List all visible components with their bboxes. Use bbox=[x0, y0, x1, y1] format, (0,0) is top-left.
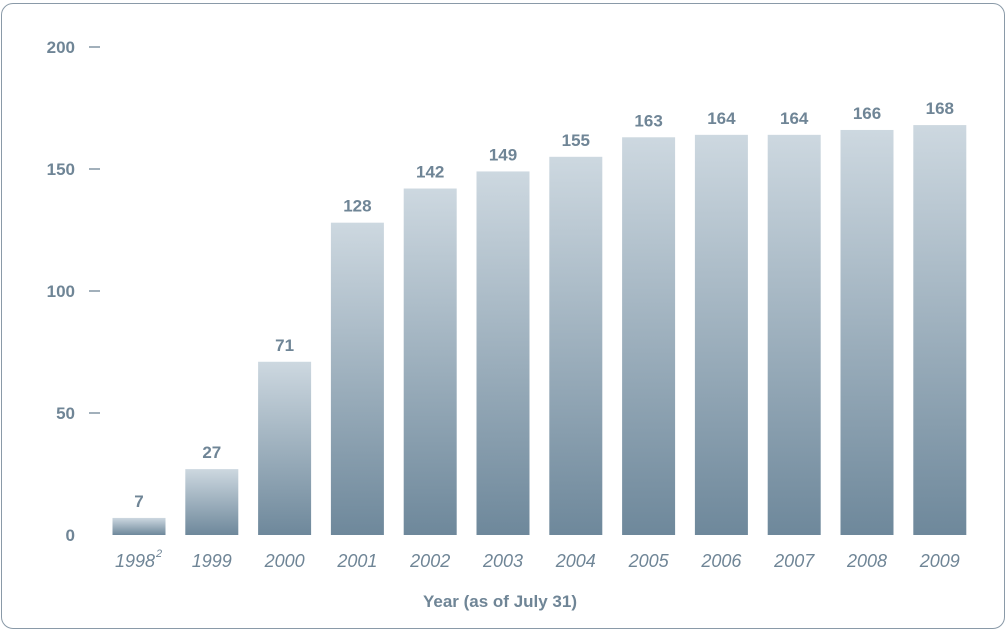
bar-2004 bbox=[549, 156, 603, 536]
bar-1999 bbox=[185, 469, 239, 535]
x-tick-label: 2004 bbox=[555, 551, 596, 571]
y-axis: 0 50 100 150 200 bbox=[47, 38, 100, 545]
data-label: 164 bbox=[707, 109, 736, 128]
y-tick-label: 200 bbox=[47, 38, 75, 57]
bar-2007 bbox=[767, 134, 821, 535]
bars: 7 27 71 128 142 149 155 163 164 164 166 168 bbox=[112, 99, 967, 536]
y-tick-label: 100 bbox=[47, 282, 75, 301]
x-tick-label: 1998 bbox=[115, 551, 155, 571]
bar-2005 bbox=[622, 137, 676, 535]
x-axis: 1998 2 1999 2000 2001 2002 2003 2004 2005 2006 200… bbox=[115, 548, 960, 571]
x-tick-label: 2002 bbox=[409, 551, 450, 571]
data-label: 128 bbox=[343, 197, 371, 216]
x-tick-label: 2009 bbox=[919, 551, 960, 571]
x-tick-superscript: 2 bbox=[155, 548, 162, 560]
data-label: 168 bbox=[926, 99, 954, 118]
data-label: 164 bbox=[780, 109, 809, 128]
bar-1998 bbox=[112, 517, 166, 535]
x-tick-label: 2000 bbox=[264, 551, 305, 571]
data-label: 149 bbox=[489, 145, 517, 164]
x-tick-label: 2008 bbox=[846, 551, 887, 571]
y-tick-label: 50 bbox=[56, 404, 75, 423]
data-label: 27 bbox=[202, 443, 221, 462]
bar-2002 bbox=[403, 188, 457, 535]
data-label: 142 bbox=[416, 163, 444, 182]
y-tick-label: 150 bbox=[47, 160, 75, 179]
bar-2006 bbox=[694, 134, 748, 535]
x-tick-label: 2006 bbox=[700, 551, 742, 571]
x-tick-label: 2001 bbox=[336, 551, 377, 571]
data-label: 166 bbox=[853, 104, 881, 123]
data-label: 7 bbox=[134, 492, 143, 511]
x-tick-label: 1999 bbox=[192, 551, 232, 571]
bar-2003 bbox=[476, 171, 530, 535]
bar-2009 bbox=[913, 125, 967, 535]
x-axis-title: Year (as of July 31) bbox=[423, 592, 577, 611]
data-label: 163 bbox=[634, 111, 662, 130]
bar-2001 bbox=[330, 222, 384, 535]
bar-2000 bbox=[258, 361, 312, 535]
x-tick-label: 2007 bbox=[773, 551, 815, 571]
bar-2008 bbox=[840, 129, 894, 535]
y-tick-label: 0 bbox=[66, 526, 75, 545]
data-label: 155 bbox=[562, 131, 590, 150]
x-tick-label: 2003 bbox=[482, 551, 523, 571]
x-tick-label: 2005 bbox=[628, 551, 670, 571]
data-label: 71 bbox=[275, 336, 294, 355]
